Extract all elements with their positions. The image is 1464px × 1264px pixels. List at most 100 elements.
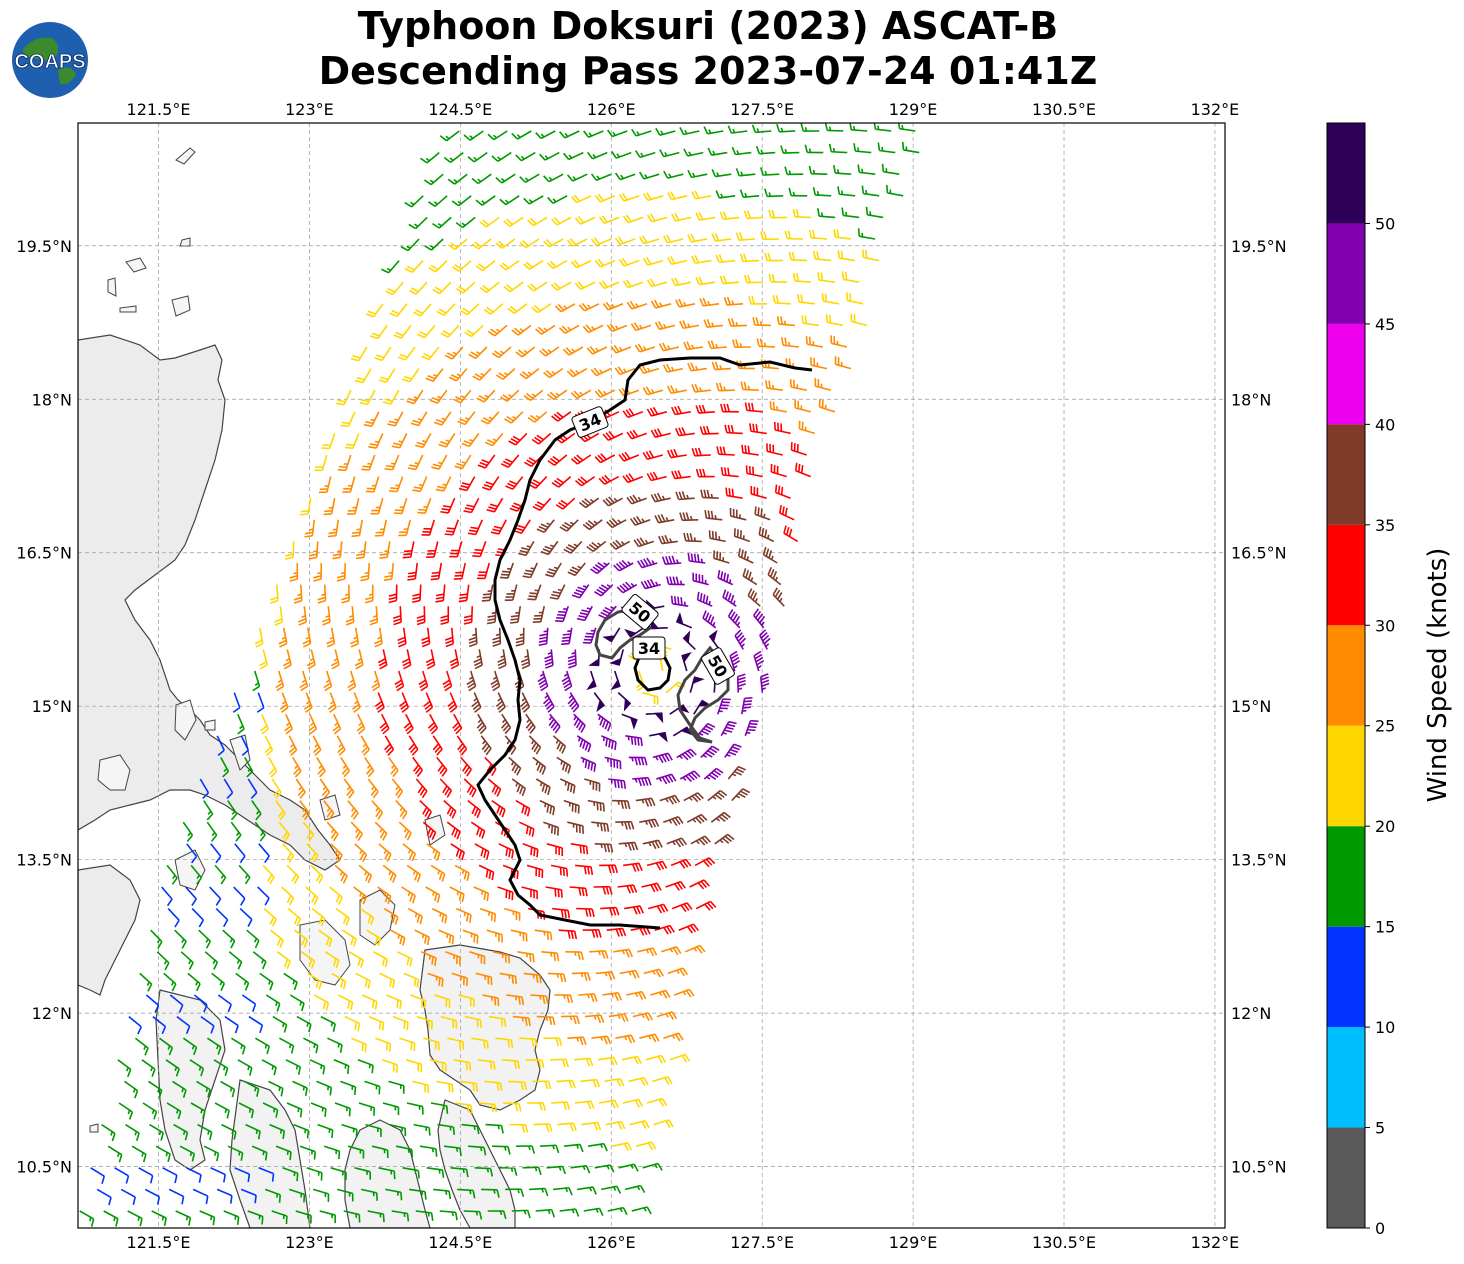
wind-barb — [562, 346, 584, 356]
wind-barb — [456, 281, 476, 294]
wind-barb — [355, 541, 367, 560]
wind-barb — [700, 489, 719, 499]
wind-barb — [408, 281, 428, 295]
wind-barb — [830, 335, 848, 348]
wind-barb — [638, 235, 660, 245]
wind-barb — [800, 123, 820, 132]
wind-barb — [499, 195, 520, 206]
wind-barb — [495, 173, 516, 184]
wind-barb — [347, 498, 360, 515]
wind-barb — [781, 337, 800, 348]
wind-barb — [590, 173, 612, 182]
wind-barb — [626, 429, 648, 440]
wind-barb — [749, 423, 767, 435]
wind-barb — [594, 389, 616, 398]
wind-barb — [773, 421, 791, 435]
wind-barb — [361, 454, 376, 471]
title-line-1: Typhoon Doksuri (2023) ASCAT-B — [357, 4, 1059, 48]
wind-barb — [667, 191, 688, 201]
wind-barb — [745, 465, 763, 478]
wind-barb — [616, 581, 638, 594]
wind-barb — [472, 541, 487, 558]
wind-barb — [432, 281, 452, 295]
wind-barb — [487, 130, 508, 141]
wind-barb — [383, 562, 395, 582]
wind-barb — [816, 208, 836, 219]
wind-barb — [776, 316, 796, 327]
wind-barb — [350, 346, 368, 362]
wind-barb — [535, 130, 556, 140]
wind-barb — [695, 468, 715, 478]
wind-barb — [594, 193, 616, 203]
wind-barb — [642, 386, 664, 396]
wind-barb — [477, 454, 496, 469]
wind-barb — [407, 454, 424, 471]
wind-barb — [881, 163, 900, 175]
wind-barb — [590, 237, 612, 247]
wind-barb — [451, 195, 472, 207]
wind-barb — [491, 346, 512, 359]
wind-barb — [837, 186, 856, 197]
wind-barb — [327, 519, 340, 538]
wind-barb — [563, 151, 584, 161]
wind-barb — [711, 168, 732, 178]
wind-barb — [873, 123, 892, 132]
wind-barb — [531, 432, 552, 445]
wind-barb — [824, 123, 844, 132]
wind-barbs — [79, 123, 920, 1227]
wind-barb — [898, 123, 916, 132]
wind-barb — [695, 404, 715, 414]
wind-barb — [511, 130, 532, 140]
wind-barb — [416, 606, 426, 626]
wind-barb — [719, 275, 740, 285]
wind-barb — [833, 228, 852, 240]
wind-barb — [814, 378, 832, 391]
wind-barb — [590, 562, 610, 575]
wind-barb — [703, 319, 724, 328]
wind-barb — [630, 322, 652, 332]
wind-barb — [500, 454, 520, 468]
wind-barb — [570, 389, 592, 399]
wind-barb — [426, 541, 439, 559]
colorbar-ticks: 0 5 10 15 20 25 30 35 40 45 50 — [1365, 214, 1395, 1238]
wind-barb — [598, 605, 617, 620]
wind-barb — [683, 341, 704, 351]
wind-barb — [458, 476, 476, 492]
colorbar-bin-0 — [1327, 1127, 1365, 1228]
wind-barb — [458, 584, 470, 603]
wind-barb — [699, 297, 720, 307]
wind-barb — [438, 432, 456, 448]
wind-barb — [638, 365, 660, 374]
wind-barb — [519, 367, 540, 380]
wind-barb — [476, 389, 496, 403]
wind-barb — [254, 627, 264, 648]
wind-barb — [463, 130, 484, 141]
wind-barb — [481, 584, 494, 602]
wind-barb — [703, 126, 724, 135]
wind-barb — [578, 302, 600, 312]
wind-barb — [610, 344, 632, 354]
wind-barb — [865, 206, 884, 219]
wind-barb — [547, 389, 568, 401]
wind-barb — [618, 192, 640, 202]
wind-barb — [387, 411, 404, 427]
wind-barb — [670, 405, 691, 416]
wind-barb — [543, 173, 564, 183]
wind-barb — [691, 447, 711, 457]
wind-barb — [503, 281, 524, 293]
wind-barb — [594, 258, 616, 268]
wind-barb — [671, 470, 691, 480]
wind-barb — [629, 515, 651, 526]
wind-barb — [646, 278, 668, 288]
wind-barb — [570, 454, 592, 465]
wind-barb — [381, 260, 400, 274]
wind-barb — [622, 408, 644, 419]
wind-barb — [486, 606, 498, 625]
wind-barb — [391, 433, 408, 449]
wind-barb — [764, 252, 784, 262]
wind-barb — [455, 216, 476, 229]
wind-barb — [862, 249, 880, 262]
wind-barb — [523, 259, 544, 270]
wind-barb — [522, 562, 538, 579]
